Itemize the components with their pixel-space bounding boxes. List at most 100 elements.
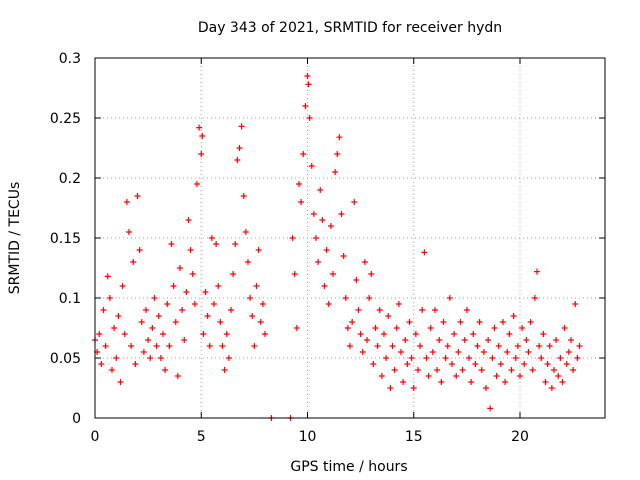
data-point — [544, 361, 551, 367]
data-point — [236, 145, 243, 151]
data-point — [174, 373, 181, 379]
y-tick-label: 0.25 — [50, 111, 81, 127]
data-point — [177, 265, 183, 271]
data-point — [221, 367, 228, 373]
data-point — [398, 349, 404, 355]
data-point — [330, 271, 336, 277]
data-point — [519, 325, 526, 331]
data-point — [111, 325, 118, 331]
data-point — [98, 361, 105, 367]
data-point — [289, 235, 296, 241]
data-point — [223, 331, 230, 337]
data-point — [179, 307, 186, 313]
data-point — [342, 295, 349, 301]
data-point — [457, 319, 464, 325]
data-point — [514, 343, 521, 349]
data-point — [506, 331, 513, 337]
data-point — [502, 379, 509, 385]
data-point — [304, 73, 311, 79]
y-tick-label: 0.05 — [50, 351, 81, 367]
data-point — [391, 367, 398, 373]
y-tick-label: 0.1 — [59, 291, 81, 307]
data-point — [542, 379, 549, 385]
data-point — [310, 211, 317, 217]
data-point — [317, 187, 324, 193]
data-point — [300, 151, 307, 157]
data-point — [474, 343, 481, 349]
data-point — [459, 367, 466, 373]
data-point — [181, 337, 188, 343]
data-point — [495, 343, 502, 349]
data-point — [296, 181, 302, 187]
data-point — [336, 134, 343, 141]
data-point — [232, 241, 239, 247]
data-point — [208, 235, 215, 241]
data-point — [463, 307, 470, 313]
data-point — [168, 241, 175, 247]
data-point — [487, 405, 494, 412]
data-point — [166, 343, 173, 349]
data-point — [170, 283, 177, 289]
data-point — [525, 349, 532, 355]
data-point — [508, 367, 515, 373]
data-point — [351, 199, 358, 205]
data-point — [461, 337, 468, 343]
data-point — [355, 307, 362, 313]
data-point — [440, 319, 447, 325]
data-point — [421, 249, 428, 256]
data-point — [393, 325, 400, 331]
data-point — [451, 331, 458, 337]
data-point — [485, 337, 492, 343]
data-point — [387, 385, 394, 391]
data-point — [327, 223, 334, 229]
data-point — [540, 331, 547, 337]
data-point — [455, 349, 462, 355]
data-point — [126, 229, 132, 235]
data-point — [453, 373, 460, 379]
data-point — [406, 319, 413, 325]
data-point — [557, 355, 564, 361]
data-point — [429, 349, 436, 355]
data-point — [548, 385, 555, 391]
data-point — [115, 313, 122, 319]
data-point — [106, 295, 113, 301]
data-point — [305, 81, 312, 88]
data-point — [196, 124, 203, 131]
data-point — [147, 355, 154, 361]
data-point — [100, 307, 107, 313]
data-point — [315, 259, 322, 265]
data-point — [191, 301, 198, 307]
x-tick-label: 5 — [197, 429, 206, 445]
data-point — [527, 319, 534, 325]
data-point — [359, 349, 366, 355]
data-point — [187, 247, 194, 253]
data-point — [521, 361, 528, 367]
x-tick-label: 15 — [405, 429, 423, 445]
data-point — [102, 343, 109, 349]
data-point — [140, 349, 147, 355]
data-point — [313, 235, 319, 241]
data-point — [344, 325, 351, 331]
data-point — [410, 385, 417, 391]
data-point — [436, 337, 443, 343]
data-point — [376, 307, 383, 313]
data-point — [536, 343, 543, 349]
data-point — [534, 268, 540, 275]
data-point — [306, 115, 313, 121]
data-point — [417, 343, 424, 349]
data-point — [211, 301, 217, 307]
data-point — [523, 337, 530, 343]
data-point — [136, 247, 143, 253]
data-point — [255, 247, 262, 253]
data-point — [378, 373, 385, 379]
data-point — [96, 331, 103, 337]
data-point — [402, 337, 409, 343]
data-point — [198, 151, 205, 157]
data-point — [374, 343, 381, 349]
data-point — [370, 361, 377, 367]
data-point — [576, 343, 583, 349]
y-tick-label: 0 — [72, 411, 81, 427]
data-point — [366, 295, 373, 301]
data-point — [483, 385, 489, 391]
data-point — [332, 169, 339, 175]
